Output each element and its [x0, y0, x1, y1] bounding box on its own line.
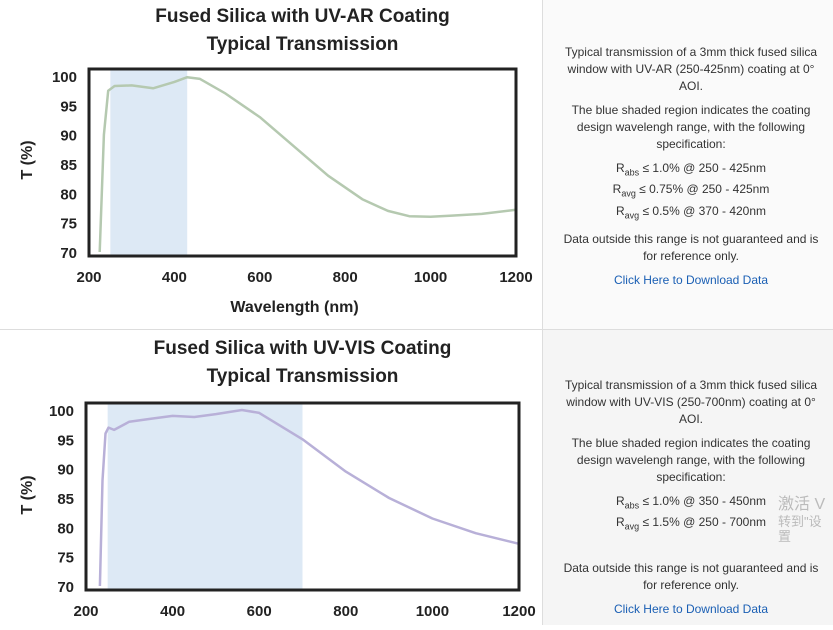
x-tick-label: 400 — [160, 603, 185, 620]
spec-line: Rabs ≤ 1.0% @ 250 - 425nm — [615, 161, 767, 178]
y-tick-label: 80 — [60, 186, 77, 203]
spec-text: ≤ 1.0% @ 350 - 450nm — [639, 494, 767, 508]
plot-frame — [87, 67, 518, 258]
x-tick-label: 200 — [73, 603, 98, 620]
x-axis-label: Wavelength (nm) — [230, 299, 358, 316]
transmission-curve — [98, 75, 517, 253]
shading-note: The blue shaded region indicates the coa… — [571, 436, 811, 484]
x-tick-label: 1000 — [414, 269, 447, 286]
watermark-line: 激活 V — [778, 496, 826, 513]
spec-symbol: R — [615, 515, 625, 530]
watermark-line: 转到"设置 — [778, 514, 822, 544]
spec-symbol: R — [612, 182, 622, 197]
disclaimer: Data outside this range is not guarantee… — [563, 560, 819, 592]
shading-note: The blue shaded region indicates the coa… — [571, 103, 811, 151]
spec-symbol: R — [615, 161, 625, 175]
x-tick-label: 1000 — [416, 603, 449, 620]
chart-area: Fused Silica with UV-VIS Coating Typical … — [0, 330, 543, 625]
x-tick-label: 400 — [162, 269, 187, 286]
spec-symbol: R — [615, 203, 625, 218]
download-data-link[interactable]: Click Here to Download Data — [613, 273, 769, 288]
coating-range-shade — [110, 69, 188, 256]
spec-line: Ravg ≤ 0.75% @ 250 - 425nm — [612, 182, 770, 199]
transmission-chart-uv-ar: Fused Silica with UV-AR Coating Typical T… — [19, 6, 533, 316]
chart-row-uv-vis: Fused Silica with UV-VIS Coating Typical … — [0, 330, 833, 625]
y-axis-label: T (%) — [19, 475, 36, 514]
y-tick-label: 70 — [57, 579, 74, 596]
y-axis-label: T (%) — [19, 140, 36, 179]
spec-subscript: abs — [624, 167, 640, 178]
y-tick-label: 90 — [60, 128, 77, 145]
download-data-link[interactable]: Click Here to Download Data — [613, 601, 769, 616]
x-tick-label: 600 — [247, 269, 272, 286]
x-tick-label: 800 — [333, 269, 358, 286]
y-tick-label: 100 — [49, 403, 74, 420]
spec-list: Rabs ≤ 1.0% @ 250 - 425nm Ravg ≤ 0.75% @ … — [555, 160, 827, 224]
y-tick-label: 75 — [57, 550, 74, 567]
spec-line: Ravg ≤ 0.5% @ 370 - 420nm — [615, 203, 767, 221]
spec-text: ≤ 0.75% @ 250 - 425nm — [635, 182, 770, 197]
y-tick-label: 100 — [52, 69, 77, 86]
spec-subscript: avg — [621, 188, 636, 199]
y-tick-label: 95 — [60, 98, 77, 115]
spec-text: ≤ 0.5% @ 370 - 420nm — [639, 203, 767, 218]
x-tick-label: 200 — [76, 269, 101, 286]
y-tick-label: 80 — [57, 520, 74, 537]
y-tick-label: 70 — [60, 245, 77, 262]
spec-list: Rabs ≤ 1.0% @ 350 - 450nm Ravg ≤ 1.5% @ 2… — [555, 493, 827, 536]
spec-subscript: avg — [624, 521, 640, 532]
spec-line: Rabs ≤ 1.0% @ 350 - 450nm — [615, 494, 767, 511]
x-tick-label: 800 — [333, 603, 358, 620]
x-tick-label: 600 — [247, 603, 272, 620]
info-panel: Typical transmission of a 3mm thick fuse… — [543, 0, 833, 329]
spec-line: Ravg ≤ 1.5% @ 250 - 700nm — [615, 515, 767, 532]
y-tick-label: 95 — [57, 432, 74, 449]
plot-frame — [84, 401, 521, 592]
watermark: 激活 V 转到"设置 — [778, 496, 833, 544]
spec-subscript: avg — [624, 210, 640, 221]
y-tick-label: 85 — [57, 491, 74, 508]
coating-range-shade — [107, 403, 303, 590]
transmission-chart-uv-vis: Fused Silica with UV-VIS Coating Typical … — [19, 338, 536, 620]
spec-text: ≤ 1.5% @ 250 - 700nm — [639, 515, 767, 530]
chart-title: Fused Silica with UV-VIS Coating — [154, 338, 452, 359]
disclaimer: Data outside this range is not guarantee… — [563, 232, 819, 264]
chart-title: Typical Transmission — [207, 366, 399, 387]
spec-subscript: abs — [624, 500, 640, 511]
chart-row-uv-ar: Fused Silica with UV-AR Coating Typical T… — [0, 0, 833, 330]
transmission-curve — [98, 408, 520, 587]
spec-text: ≤ 1.0% @ 250 - 425nm — [639, 161, 767, 175]
y-tick-label: 75 — [60, 216, 77, 233]
chart-area: Fused Silica with UV-AR Coating Typical T… — [0, 0, 543, 329]
info-panel: Typical transmission of a 3mm thick fuse… — [543, 330, 833, 625]
description: Typical transmission of a 3mm thick fuse… — [564, 45, 818, 93]
y-tick-label: 90 — [57, 462, 74, 479]
description: Typical transmission of a 3mm thick fuse… — [564, 378, 818, 426]
y-tick-label: 85 — [60, 157, 77, 174]
chart-title: Typical Transmission — [207, 34, 399, 55]
x-tick-label: 1200 — [502, 603, 535, 620]
chart-title: Fused Silica with UV-AR Coating — [155, 6, 450, 27]
spec-symbol: R — [615, 494, 625, 508]
x-tick-label: 1200 — [499, 269, 532, 286]
